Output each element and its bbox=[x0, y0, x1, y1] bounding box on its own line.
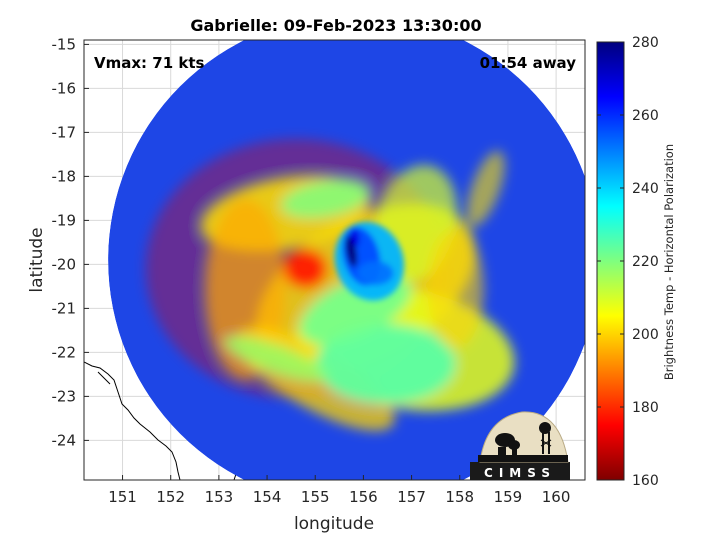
x-tick-label: 155 bbox=[301, 488, 330, 506]
y-tick-label: -24 bbox=[52, 431, 77, 449]
y-tick-label: -21 bbox=[52, 299, 77, 317]
colorbar-ticks: 280 260 240 220 200 180 160 bbox=[597, 35, 659, 489]
x-tick-label: 154 bbox=[253, 488, 282, 506]
y-tick-label: -22 bbox=[52, 343, 77, 361]
colorbar-tick-label: 200 bbox=[632, 327, 659, 343]
swath-texture bbox=[427, 228, 484, 349]
x-tick-label: 158 bbox=[445, 488, 474, 506]
colorbar-tick-label: 220 bbox=[632, 254, 659, 270]
swath-texture bbox=[281, 179, 371, 219]
x-tick-label: 160 bbox=[542, 488, 571, 506]
x-tick-label: 157 bbox=[397, 488, 426, 506]
swath-texture bbox=[315, 323, 456, 404]
y-axis-ticks: -15 -16 -17 -18 -19 -20 -21 -22 -23 -24 bbox=[52, 35, 89, 449]
colorbar-tick-label: 160 bbox=[632, 473, 659, 489]
colorbar-tick-label: 260 bbox=[632, 108, 659, 124]
x-tick-label: 153 bbox=[205, 488, 234, 506]
swath-texture bbox=[283, 248, 328, 289]
y-tick-label: -20 bbox=[52, 255, 77, 273]
swath-texture bbox=[351, 228, 360, 247]
swath-texture bbox=[223, 335, 328, 382]
colorbar bbox=[596, 41, 625, 481]
x-tick-label: 159 bbox=[494, 488, 523, 506]
x-tick-label: 152 bbox=[156, 488, 185, 506]
y-tick-label: -19 bbox=[52, 211, 77, 229]
y-tick-label: -23 bbox=[52, 387, 77, 405]
cimss-logo: CIMSS bbox=[470, 411, 570, 480]
swath bbox=[108, 40, 585, 480]
y-tick-label: -17 bbox=[52, 123, 77, 141]
colorbar-tick-label: 240 bbox=[632, 181, 659, 197]
x-tick-label: 156 bbox=[349, 488, 378, 506]
y-tick-label: -18 bbox=[52, 167, 77, 185]
y-tick-label: -15 bbox=[52, 35, 77, 53]
time-offset-annotation: 01:54 away bbox=[480, 54, 577, 72]
cimss-logo-text: CIMSS bbox=[484, 466, 556, 480]
colorbar-tick-label: 180 bbox=[632, 400, 659, 416]
x-axis-ticks: 151 152 153 154 155 156 157 158 159 160 bbox=[108, 475, 570, 506]
x-axis-label: longitude bbox=[294, 514, 374, 534]
chart-title: Gabrielle: 09-Feb-2023 13:30:00 bbox=[190, 16, 481, 35]
vmax-annotation: Vmax: 71 kts bbox=[94, 54, 204, 72]
y-axis-label: latitude bbox=[27, 227, 47, 292]
y-tick-label: -16 bbox=[52, 79, 77, 97]
swath-texture bbox=[357, 261, 394, 286]
x-tick-label: 151 bbox=[108, 488, 137, 506]
swath-texture bbox=[466, 150, 505, 227]
plot-frame bbox=[83, 39, 586, 481]
colorbar-label: Brightness Temp - Horizontal Polarizatio… bbox=[662, 144, 676, 380]
colorbar-tick-label: 280 bbox=[632, 35, 659, 51]
